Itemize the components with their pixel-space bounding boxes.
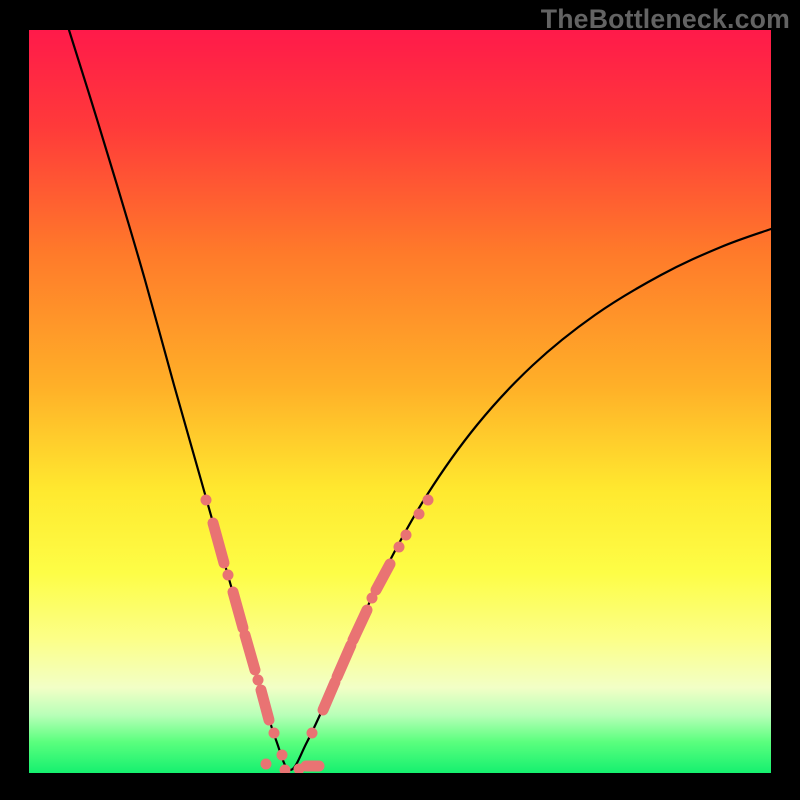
marker-dot: [414, 509, 425, 520]
marker-dot: [401, 530, 412, 541]
marker-dot: [253, 675, 264, 686]
marker-dot: [201, 495, 212, 506]
marker-dot: [423, 495, 434, 506]
marker-dot: [223, 570, 234, 581]
watermark-text: TheBottleneck.com: [541, 4, 790, 35]
marker-dot: [269, 728, 280, 739]
marker-dot: [261, 759, 272, 770]
marker-pill: [261, 690, 269, 720]
marker-dot: [307, 728, 318, 739]
marker-dot: [277, 750, 288, 761]
chart-svg: [0, 0, 800, 800]
marker-dot: [394, 542, 405, 553]
plot-background: [29, 30, 771, 773]
